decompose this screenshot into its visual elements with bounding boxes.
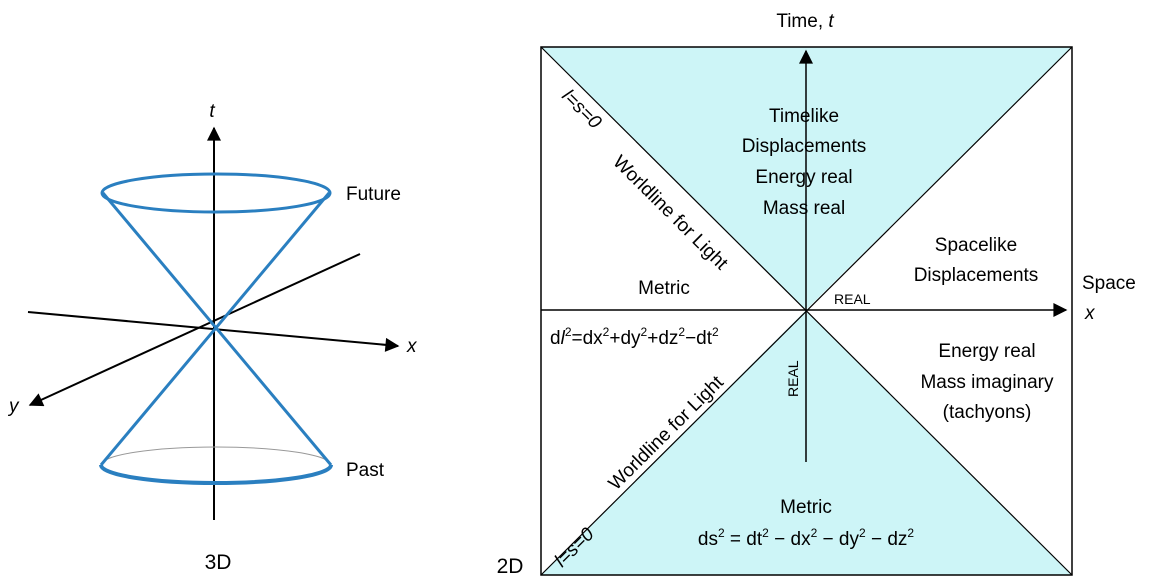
axis-y-label: y (7, 396, 20, 417)
caption-3d: 3D (205, 551, 232, 574)
real-label-vertical: REAL (785, 360, 801, 397)
space-axis-label: Space (1082, 273, 1136, 294)
x-axis (27, 311, 400, 352)
space-axis-var: x (1084, 303, 1096, 324)
metric-bottom-title: Metric (780, 497, 832, 518)
svg-text:Displacements: Displacements (742, 136, 867, 157)
cone-edge-left (101, 192, 333, 466)
tachyon-text: Energy real Mass imaginary (tachyons) (920, 341, 1054, 423)
metric-bottom-equation: ds2 = dt2 − dx2 − dy2 − dz2 (698, 526, 915, 550)
metric-left-equation: dl2=dx2+dy2+dz2−dt2 (550, 325, 719, 349)
svg-text:Mass imaginary: Mass imaginary (920, 372, 1054, 393)
svg-text:Displacements: Displacements (914, 265, 1039, 286)
metric-left-title: Metric (638, 278, 690, 299)
timelike-text: Timelike Displacements Energy real Mass … (742, 106, 867, 219)
svg-text:Mass real: Mass real (763, 198, 845, 219)
svg-text:Energy real: Energy real (938, 341, 1035, 362)
caption-2d: 2D (497, 555, 524, 578)
svg-text:Energy real: Energy real (755, 167, 852, 188)
past-cone-front-rim (99, 464, 333, 485)
y-axis (28, 253, 361, 407)
past-label: Past (346, 460, 385, 481)
svg-text:Spacelike: Spacelike (935, 235, 1017, 256)
svg-text:Timelike: Timelike (769, 106, 839, 127)
past-cone-back-rim (100, 446, 332, 466)
future-label: Future (346, 184, 401, 205)
diagram-frame (540, 46, 1073, 576)
axis-t-label: t (209, 101, 215, 122)
real-label-horizontal: REAL (834, 291, 871, 307)
spacelike-text: Spacelike Displacements (914, 235, 1039, 286)
spacetime-diagram-2d: Time, t Space x Timelike Displacements E… (497, 11, 1136, 578)
light-cone-3d: t x y Future Past 3D (7, 101, 418, 574)
svg-text:(tachyons): (tachyons) (943, 402, 1032, 423)
cone-edge-right (99, 192, 331, 466)
axis-x-label: x (406, 336, 418, 357)
time-axis-label: Time, t (776, 11, 834, 32)
future-cone-rim (100, 172, 332, 214)
